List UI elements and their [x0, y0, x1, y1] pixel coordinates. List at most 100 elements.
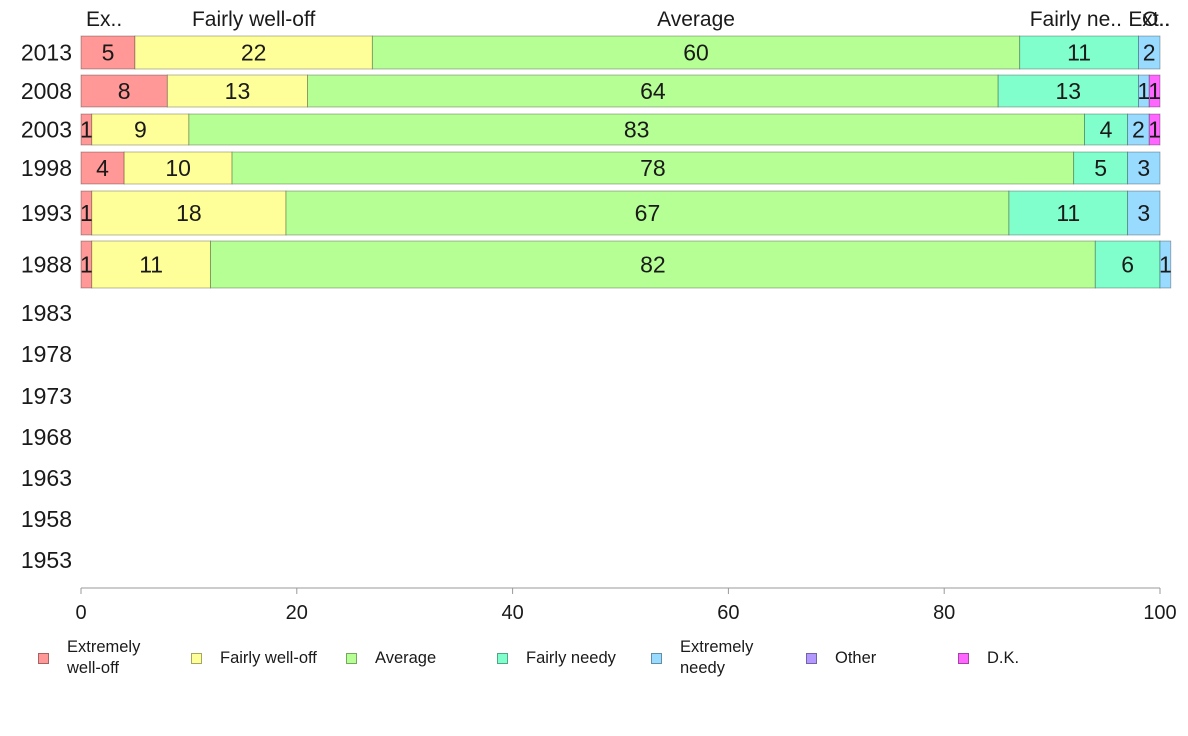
data-label: 60 — [683, 40, 709, 66]
data-label: 5 — [102, 40, 115, 66]
data-label: 82 — [640, 252, 666, 278]
legend-label: Other — [835, 648, 877, 667]
data-label: 6 — [1121, 252, 1134, 278]
data-label: 64 — [640, 78, 666, 104]
legend-item: Other — [806, 636, 876, 680]
top-label: Fairly well-off — [192, 8, 315, 31]
bar-segment — [1127, 151, 1161, 185]
bar-segment — [166, 74, 308, 108]
y-tick-label: 2003 — [21, 117, 72, 143]
data-label: 67 — [635, 200, 661, 226]
x-tick-label: 40 — [501, 602, 523, 624]
data-label: 2 — [1143, 40, 1156, 66]
legend-item: Average — [346, 636, 436, 680]
legend-item: Fairly well-off — [191, 636, 317, 680]
data-label: 78 — [640, 155, 666, 181]
legend-swatch — [38, 652, 49, 664]
y-tick-label: 1973 — [21, 383, 72, 409]
bar-segment — [80, 151, 125, 185]
legend-label: Fairly needy — [526, 648, 616, 667]
y-tick-label: 1968 — [21, 424, 72, 450]
bar-segment — [1019, 35, 1139, 70]
legend-label: Extremely well-off — [67, 638, 141, 677]
y-tick-label: 1963 — [21, 465, 72, 491]
bar-segment — [1148, 113, 1161, 146]
bar-segment — [134, 35, 373, 70]
top-label: Average — [657, 8, 735, 31]
y-tick-label: 1958 — [21, 506, 72, 532]
legend-label: D.K. — [987, 648, 1020, 667]
legend-item: Extremely well-off — [38, 636, 140, 680]
x-axis: 0 20 40 60 80 100 — [75, 587, 1177, 624]
x-tick-label: 80 — [933, 602, 955, 624]
data-label: 3 — [1137, 200, 1150, 226]
x-tick-label: 20 — [286, 602, 308, 624]
data-label: 3 — [1137, 155, 1150, 181]
bar-segment — [1138, 35, 1161, 70]
bars: 5 22 60 11 28 13 64 13 111 9 83 4 2 14 10 78 5 31 18 67 11 31… — [80, 35, 1172, 289]
bar-segment — [123, 151, 233, 185]
top-labels: Ex.. Fairly well-off Average Fairly ne.. Ext… — [86, 8, 1170, 31]
y-tick-label: 1983 — [21, 300, 72, 326]
data-label: 1 — [1148, 78, 1161, 104]
data-label: 9 — [134, 117, 147, 143]
y-tick-label: 1953 — [21, 547, 72, 573]
legend-swatch — [497, 652, 508, 664]
bar-segment — [188, 113, 1085, 146]
data-label: 1 — [80, 252, 93, 278]
data-label: 5 — [1094, 155, 1107, 181]
y-tick-label: 2008 — [21, 78, 72, 104]
x-tick-label: 60 — [717, 602, 739, 624]
data-label: 22 — [241, 40, 267, 66]
data-label: 1 — [80, 200, 93, 226]
legend-label: Fairly well-off — [220, 648, 317, 667]
x-tick-label: 100 — [1143, 602, 1176, 624]
data-label: 11 — [1056, 200, 1080, 226]
data-label: 1 — [1148, 117, 1161, 143]
y-tick-label: 1993 — [21, 200, 72, 226]
y-tick-label: 1978 — [21, 341, 72, 367]
bar-segment — [210, 240, 1096, 289]
data-label: 8 — [118, 78, 131, 104]
bar-segment — [1073, 151, 1129, 185]
bar-segment — [231, 151, 1075, 185]
legend-item: Extremely needy — [651, 636, 753, 680]
bar-segment — [80, 74, 168, 108]
data-label: 1 — [1159, 252, 1172, 278]
data-label: 11 — [139, 252, 163, 278]
top-label: Fairly ne.. — [1030, 8, 1122, 31]
data-label: 13 — [1055, 78, 1081, 104]
data-label: 11 — [1067, 40, 1091, 66]
top-label: Ex.. — [86, 8, 122, 31]
legend-item: Fairly needy — [497, 636, 616, 680]
legend-label: Average — [375, 648, 437, 667]
x-tick-label: 0 — [75, 602, 86, 624]
y-axis-labels: 2013 2008 2003 1998 1993 1988 1983 1978 1973 1968… — [21, 40, 72, 574]
legend-swatch — [346, 652, 357, 664]
bar-segment — [91, 190, 287, 236]
data-label: 4 — [96, 155, 109, 181]
bar-segment — [1094, 240, 1161, 289]
stacked-bar-chart: Ex.. Fairly well-off Average Fairly ne.. Ext… — [21, 8, 1177, 624]
bar-segment — [997, 74, 1139, 108]
y-tick-label: 1988 — [21, 252, 72, 278]
data-label: 1 — [1137, 78, 1150, 104]
legend-swatch — [651, 652, 662, 664]
data-label: 83 — [624, 117, 650, 143]
legend-swatch — [191, 652, 202, 664]
legend-swatch — [958, 652, 969, 664]
y-tick-label: 2013 — [21, 40, 72, 66]
top-label: Ext.. — [1128, 8, 1170, 31]
bar-segment — [1008, 190, 1129, 236]
bar-segment — [1159, 240, 1172, 289]
data-label: 10 — [165, 155, 191, 181]
legend: Extremely well-off Fairly well-off Average… — [38, 636, 1158, 684]
data-label: 18 — [176, 200, 202, 226]
data-label: 13 — [225, 78, 251, 104]
data-label: 1 — [80, 117, 93, 143]
data-label: 4 — [1100, 117, 1113, 143]
bar-segment — [1148, 74, 1161, 108]
top-label: O.. — [1142, 8, 1170, 31]
legend-swatch — [806, 652, 817, 664]
bar-segment — [307, 74, 999, 108]
